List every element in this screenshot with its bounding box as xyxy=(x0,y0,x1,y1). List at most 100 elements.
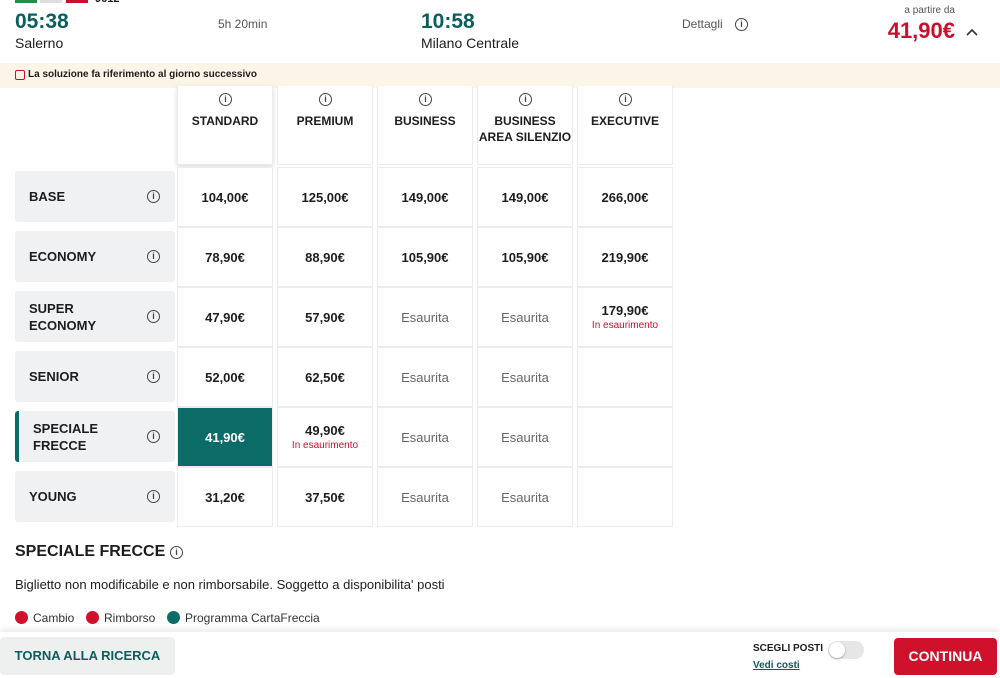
info-icon[interactable]: i xyxy=(170,546,183,559)
seat-costs-link[interactable]: Vedi costi xyxy=(753,660,800,671)
footer: TORNA ALLA RICERCA SCEGLI POSTI Vedi cos… xyxy=(0,632,1000,678)
info-icon[interactable]: i xyxy=(735,18,748,31)
info-icon[interactable]: i xyxy=(419,93,432,106)
info-icon[interactable]: i xyxy=(147,490,160,503)
fare-cell xyxy=(577,407,673,467)
price-prefix: a partire da xyxy=(904,5,955,16)
row-label-text: YOUNG xyxy=(29,489,77,504)
collapse-icon[interactable] xyxy=(965,27,979,37)
info-icon[interactable]: i xyxy=(147,370,160,383)
flag xyxy=(66,0,88,3)
fare-cell[interactable]: 179,90€ In esaurimento xyxy=(577,287,673,347)
arrival-time: 10:58 xyxy=(421,10,475,33)
price: 49,90€ xyxy=(305,423,345,438)
row-label: YOUNG xyxy=(29,471,129,522)
availability-note: In esaurimento xyxy=(591,320,659,331)
flag xyxy=(15,0,37,3)
fare-cell[interactable]: Esaurita xyxy=(477,467,573,527)
departure-time: 05:38 xyxy=(15,10,69,33)
header-price: 41,90€ xyxy=(887,18,955,43)
included-icon xyxy=(167,611,180,624)
price: 57,90€ xyxy=(305,309,345,325)
status: Esaurita xyxy=(501,369,549,385)
seat-choice: SCEGLI POSTI xyxy=(753,643,824,654)
fare-cell[interactable]: 57,90€ xyxy=(277,287,373,347)
row-label: SPECIALE FRECCE xyxy=(33,411,133,462)
fare-cell[interactable]: 105,90€ xyxy=(377,227,473,287)
fare-cell[interactable]: 149,00€ xyxy=(377,167,473,227)
fare-description: Biglietto non modificabile e non rimbors… xyxy=(15,577,445,592)
price: 104,00€ xyxy=(201,189,249,205)
back-button[interactable]: TORNA ALLA RICERCA xyxy=(0,637,175,675)
condition-label: Programma CartaFreccia xyxy=(185,611,320,625)
price: 149,00€ xyxy=(401,189,449,205)
row-label-text: ECONOMY xyxy=(29,249,97,264)
info-icon[interactable]: i xyxy=(147,250,160,263)
price: 105,90€ xyxy=(401,249,449,265)
fare-cell[interactable]: 149,00€ xyxy=(477,167,573,227)
price: 52,00€ xyxy=(205,369,245,385)
fare-cell[interactable]: 52,00€ xyxy=(177,347,273,407)
row-label-text: SENIOR xyxy=(29,369,79,384)
notice-text: La soluzione fa riferimento al giorno su… xyxy=(28,69,257,80)
fare-cell[interactable]: Esaurita xyxy=(477,287,573,347)
fare-cell[interactable]: 78,90€ xyxy=(177,227,273,287)
status: Esaurita xyxy=(401,309,449,325)
fare-cell[interactable]: Esaurita xyxy=(377,467,473,527)
row-label: SUPER ECONOMY xyxy=(29,291,129,342)
fare-cell[interactable]: 105,90€ xyxy=(477,227,573,287)
price: 266,00€ xyxy=(601,189,649,205)
fare-cell[interactable]: Esaurita xyxy=(377,407,473,467)
excluded-icon xyxy=(86,611,99,624)
fare-cell[interactable]: 62,50€ xyxy=(277,347,373,407)
row-label: BASE xyxy=(29,171,129,222)
column-label: BUSINESS AREA SILENZIO xyxy=(478,114,572,144)
fare-cell[interactable]: 47,90€ xyxy=(177,287,273,347)
seat-toggle[interactable] xyxy=(828,641,864,659)
fare-cell xyxy=(577,467,673,527)
fare-cell[interactable]: 49,90€ In esaurimento xyxy=(277,407,373,467)
row-label-text: BASE xyxy=(29,189,66,204)
flag xyxy=(40,0,62,3)
fare-cell[interactable]: 88,90€ xyxy=(277,227,373,287)
column-label: EXECUTIVE xyxy=(590,114,659,128)
fare-cell[interactable]: 125,00€ xyxy=(277,167,373,227)
fare-cell[interactable]: 104,00€ xyxy=(177,167,273,227)
price: 78,90€ xyxy=(205,249,245,265)
fare-cell[interactable]: 31,20€ xyxy=(177,467,273,527)
price: 47,90€ xyxy=(205,309,245,325)
fare-cell[interactable]: Esaurita xyxy=(377,287,473,347)
fare-cell[interactable]: Esaurita xyxy=(477,407,573,467)
fare-cell[interactable]: 219,90€ xyxy=(577,227,673,287)
info-icon[interactable]: i xyxy=(319,93,332,106)
calendar-icon xyxy=(15,70,25,80)
column-label: STANDARD xyxy=(191,114,259,128)
details-link[interactable]: Dettagli xyxy=(682,17,723,31)
status: Esaurita xyxy=(401,369,449,385)
arrival-station: Milano Centrale xyxy=(421,35,520,51)
info-icon[interactable]: i xyxy=(147,310,160,323)
toggle-knob xyxy=(829,642,845,658)
fare-cell[interactable]: 41,90€ xyxy=(177,407,273,467)
fare-cell[interactable]: Esaurita xyxy=(377,347,473,407)
info-icon[interactable]: i xyxy=(219,93,232,106)
continue-button[interactable]: CONTINUA xyxy=(894,638,997,675)
fare-cell[interactable]: Esaurita xyxy=(477,347,573,407)
status: Esaurita xyxy=(401,429,449,445)
condition-label: Rimborso xyxy=(104,611,156,625)
price: 62,50€ xyxy=(305,369,345,385)
info-icon[interactable]: i xyxy=(619,93,632,106)
info-icon[interactable]: i xyxy=(147,430,160,443)
availability-note: In esaurimento xyxy=(291,440,359,451)
status: Esaurita xyxy=(501,309,549,325)
price: 41,90€ xyxy=(205,429,245,445)
row-label: SENIOR xyxy=(29,351,129,402)
fare-cell[interactable]: 266,00€ xyxy=(577,167,673,227)
info-icon[interactable]: i xyxy=(519,93,532,106)
status: Esaurita xyxy=(501,429,549,445)
info-icon[interactable]: i xyxy=(147,190,160,203)
price: 149,00€ xyxy=(501,189,549,205)
price: 37,50€ xyxy=(305,489,345,505)
fare-cell[interactable]: 37,50€ xyxy=(277,467,373,527)
